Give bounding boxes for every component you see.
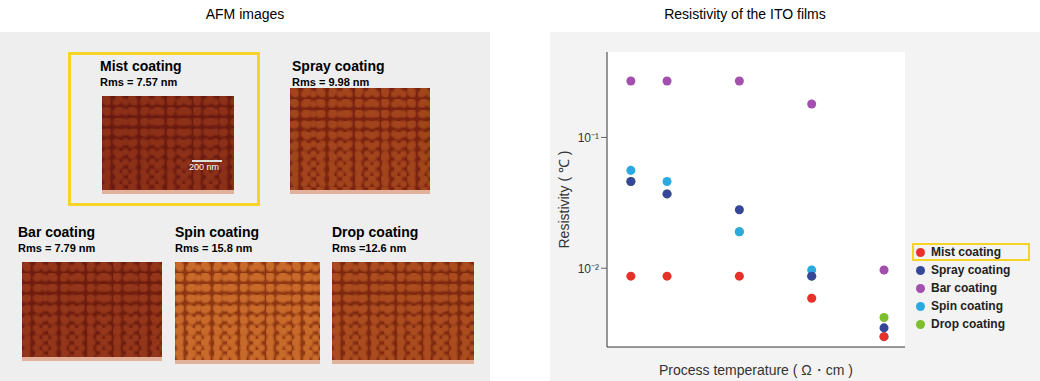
html-text:Spin coating: Spin coating xyxy=(931,299,1003,313)
html-text:Rms = 9.98 nm: Rms = 9.98 nm xyxy=(292,76,370,88)
html-text:Rms = 7.57 nm: Rms = 7.57 nm xyxy=(100,76,178,88)
html-text:200 nm: 200 nm xyxy=(189,162,219,172)
html-text:Mist coating: Mist coating xyxy=(931,245,1001,259)
svg-text:Process temperature ( Ω・cm ): Process temperature ( Ω・cm ) xyxy=(659,362,853,378)
html-text:Bar coating: Bar coating xyxy=(18,224,95,240)
html-text:Rms = 15.8 nm: Rms = 15.8 nm xyxy=(175,242,253,254)
html-text:Drop coating: Drop coating xyxy=(332,224,419,240)
html-text:AFM images: AFM images xyxy=(205,6,285,22)
svg-text:10⁻¹: 10⁻¹ xyxy=(578,131,599,145)
html-text:Drop coating: Drop coating xyxy=(931,317,1005,331)
html-text:Resistivity of the ITO films: Resistivity of the ITO films xyxy=(664,6,826,22)
svg-text:10⁻²: 10⁻² xyxy=(578,262,599,276)
html-text:Mist coating: Mist coating xyxy=(100,58,182,74)
html-text:Spin coating: Spin coating xyxy=(175,224,259,240)
html-text:Spray coating: Spray coating xyxy=(931,263,1011,277)
html-text:Rms =12.6 nm: Rms =12.6 nm xyxy=(332,242,407,254)
html-text:Bar coating: Bar coating xyxy=(931,281,997,295)
svg-text:Resistivity ( ℃ ): Resistivity ( ℃ ) xyxy=(556,151,572,249)
html-text:Rms = 7.79 nm: Rms = 7.79 nm xyxy=(18,242,96,254)
html-text:Spray coating: Spray coating xyxy=(292,58,385,74)
